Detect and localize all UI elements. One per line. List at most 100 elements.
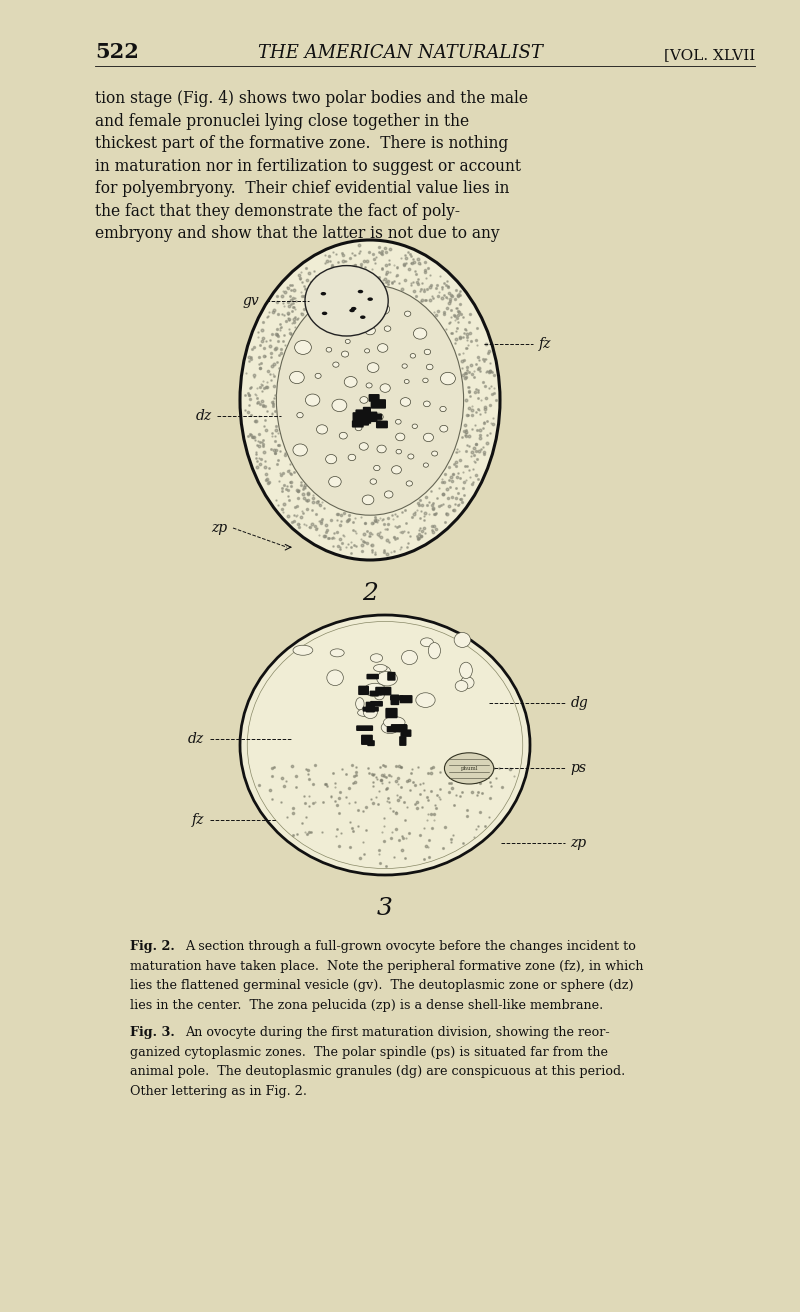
Ellipse shape — [374, 413, 383, 421]
Text: and female pronuclei lying close together in the: and female pronuclei lying close togethe… — [95, 113, 469, 130]
Ellipse shape — [454, 632, 470, 647]
Ellipse shape — [423, 463, 429, 467]
Text: dz: dz — [188, 732, 204, 745]
Text: lies in the center.  The zona pelucida (zp) is a dense shell-like membrane.: lies in the center. The zona pelucida (z… — [130, 998, 603, 1012]
Ellipse shape — [459, 663, 472, 678]
Ellipse shape — [422, 378, 428, 383]
Ellipse shape — [358, 708, 373, 716]
Ellipse shape — [391, 466, 402, 474]
Ellipse shape — [370, 653, 382, 663]
Text: [VOL. XLVII: [VOL. XLVII — [664, 49, 755, 62]
FancyBboxPatch shape — [371, 413, 382, 420]
Ellipse shape — [423, 401, 430, 407]
FancyBboxPatch shape — [358, 686, 369, 695]
FancyBboxPatch shape — [387, 672, 395, 681]
Ellipse shape — [365, 349, 370, 353]
Ellipse shape — [370, 479, 377, 484]
Ellipse shape — [297, 412, 303, 417]
Ellipse shape — [339, 433, 347, 440]
Ellipse shape — [404, 379, 409, 383]
FancyBboxPatch shape — [375, 686, 391, 695]
Ellipse shape — [416, 693, 435, 707]
Text: fz: fz — [538, 337, 551, 352]
Ellipse shape — [326, 454, 337, 463]
Ellipse shape — [362, 495, 374, 505]
Text: dz: dz — [195, 409, 211, 422]
Text: gv: gv — [242, 294, 259, 308]
FancyBboxPatch shape — [362, 707, 379, 711]
Text: THE AMERICAN NATURALIST: THE AMERICAN NATURALIST — [258, 45, 542, 62]
FancyBboxPatch shape — [399, 695, 413, 703]
FancyBboxPatch shape — [370, 701, 383, 707]
FancyBboxPatch shape — [370, 690, 379, 697]
Ellipse shape — [350, 295, 362, 304]
Ellipse shape — [330, 649, 344, 657]
Ellipse shape — [396, 449, 402, 454]
Ellipse shape — [315, 374, 321, 378]
Ellipse shape — [440, 407, 446, 412]
Ellipse shape — [293, 443, 307, 457]
Ellipse shape — [432, 451, 438, 457]
Ellipse shape — [344, 377, 357, 387]
Ellipse shape — [333, 362, 339, 367]
Ellipse shape — [424, 349, 430, 354]
Text: 3: 3 — [377, 897, 393, 920]
Ellipse shape — [374, 466, 380, 471]
Ellipse shape — [327, 670, 343, 686]
Ellipse shape — [377, 304, 390, 315]
FancyBboxPatch shape — [358, 415, 371, 424]
Ellipse shape — [445, 753, 494, 785]
Ellipse shape — [421, 638, 434, 647]
Ellipse shape — [412, 424, 418, 429]
Ellipse shape — [342, 352, 349, 357]
Ellipse shape — [359, 442, 368, 450]
FancyBboxPatch shape — [366, 702, 375, 712]
FancyBboxPatch shape — [366, 674, 379, 680]
Ellipse shape — [441, 373, 455, 384]
Ellipse shape — [423, 433, 434, 442]
Ellipse shape — [305, 265, 388, 336]
Ellipse shape — [240, 615, 530, 875]
Ellipse shape — [374, 690, 384, 699]
FancyBboxPatch shape — [359, 417, 368, 424]
Ellipse shape — [414, 328, 427, 338]
Text: zp: zp — [211, 521, 227, 535]
Text: in maturation nor in fertilization to suggest or account: in maturation nor in fertilization to su… — [95, 157, 521, 174]
FancyBboxPatch shape — [401, 729, 411, 737]
Ellipse shape — [426, 365, 433, 370]
Ellipse shape — [455, 681, 468, 691]
Text: ganized cytoplasmic zones.  The polar spindle (ps) is situated far from the: ganized cytoplasmic zones. The polar spi… — [130, 1046, 608, 1059]
Ellipse shape — [326, 348, 332, 352]
Text: maturation have taken place.  Note the peripheral formative zone (fz), in which: maturation have taken place. Note the pe… — [130, 959, 643, 972]
Ellipse shape — [377, 672, 398, 686]
Text: dg: dg — [570, 697, 588, 710]
Text: ps: ps — [570, 761, 586, 775]
Ellipse shape — [290, 371, 304, 383]
Ellipse shape — [329, 476, 342, 487]
FancyBboxPatch shape — [353, 412, 361, 421]
Ellipse shape — [406, 482, 413, 487]
Text: Fig. 3.: Fig. 3. — [130, 1026, 174, 1039]
Ellipse shape — [306, 394, 320, 407]
Ellipse shape — [395, 420, 401, 424]
Ellipse shape — [378, 344, 388, 353]
Ellipse shape — [380, 666, 391, 682]
Ellipse shape — [410, 353, 415, 358]
Ellipse shape — [351, 307, 357, 311]
Ellipse shape — [332, 399, 347, 412]
FancyBboxPatch shape — [399, 736, 406, 747]
Ellipse shape — [277, 285, 464, 516]
FancyBboxPatch shape — [359, 419, 369, 425]
FancyBboxPatch shape — [366, 412, 378, 422]
FancyBboxPatch shape — [390, 695, 403, 701]
FancyBboxPatch shape — [352, 420, 364, 428]
Ellipse shape — [356, 698, 364, 710]
Text: animal pole.  The deutoplasmic granules (dg) are conspicuous at this period.: animal pole. The deutoplasmic granules (… — [130, 1065, 626, 1078]
Ellipse shape — [360, 396, 368, 403]
FancyBboxPatch shape — [369, 394, 380, 401]
Text: tion stage (Fig. 4) shows two polar bodies and the male: tion stage (Fig. 4) shows two polar bodi… — [95, 91, 528, 108]
Ellipse shape — [350, 325, 355, 331]
FancyBboxPatch shape — [390, 694, 399, 705]
Text: the fact that they demonstrate the fact of poly-: the fact that they demonstrate the fact … — [95, 202, 460, 219]
Ellipse shape — [294, 340, 311, 354]
